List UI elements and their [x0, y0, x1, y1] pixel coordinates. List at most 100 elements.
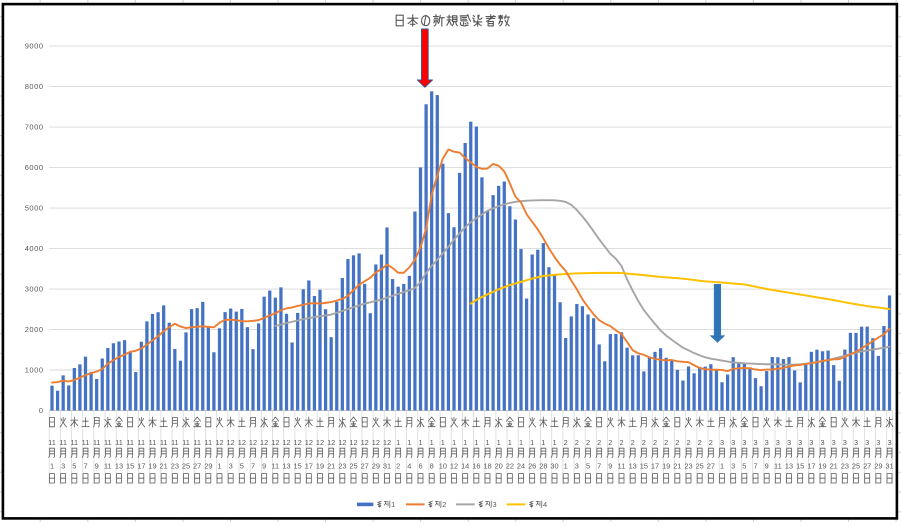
svg-text:27: 27	[707, 461, 715, 470]
svg-text:8: 8	[430, 461, 434, 470]
svg-text:5: 5	[742, 461, 746, 470]
svg-text:1: 1	[720, 461, 724, 470]
svg-text:9000: 9000	[25, 42, 44, 51]
svg-text:1: 1	[418, 438, 422, 447]
svg-text:13: 13	[115, 461, 123, 470]
svg-text:18: 18	[483, 461, 491, 470]
svg-text:3: 3	[865, 438, 869, 447]
svg-text:19: 19	[662, 461, 670, 470]
svg-text:30: 30	[550, 461, 558, 470]
svg-text:11: 11	[618, 461, 626, 470]
svg-text:4: 4	[407, 461, 411, 470]
svg-text:2: 2	[396, 461, 400, 470]
svg-text:17: 17	[807, 461, 815, 470]
svg-text:2: 2	[698, 438, 702, 447]
svg-text:27: 27	[193, 461, 201, 470]
svg-text:2: 2	[709, 438, 713, 447]
svg-text:11: 11	[104, 438, 112, 447]
svg-text:11: 11	[160, 438, 168, 447]
svg-text:19: 19	[316, 461, 324, 470]
svg-text:10: 10	[439, 461, 447, 470]
svg-text:1: 1	[530, 438, 534, 447]
svg-text:2: 2	[586, 438, 590, 447]
svg-text:24: 24	[517, 461, 525, 470]
svg-text:7: 7	[83, 461, 87, 470]
svg-text:1: 1	[508, 438, 512, 447]
svg-text:29: 29	[372, 461, 380, 470]
svg-text:21: 21	[327, 461, 335, 470]
svg-text:12: 12	[227, 438, 235, 447]
svg-text:19: 19	[818, 461, 826, 470]
svg-text:3: 3	[61, 461, 65, 470]
svg-text:12: 12	[249, 438, 257, 447]
svg-text:3: 3	[854, 438, 858, 447]
svg-text:4: 4	[543, 500, 547, 509]
svg-text:3: 3	[843, 438, 847, 447]
svg-text:12: 12	[450, 461, 458, 470]
svg-text:3: 3	[787, 438, 791, 447]
svg-text:5: 5	[72, 461, 76, 470]
svg-text:17: 17	[305, 461, 313, 470]
svg-text:13: 13	[282, 461, 290, 470]
svg-text:12: 12	[349, 438, 357, 447]
svg-text:11: 11	[70, 438, 78, 447]
svg-text:12: 12	[316, 438, 324, 447]
svg-text:1: 1	[396, 438, 400, 447]
svg-text:3: 3	[731, 461, 735, 470]
svg-text:2: 2	[564, 438, 568, 447]
svg-text:12: 12	[215, 438, 223, 447]
svg-text:9: 9	[765, 461, 769, 470]
svg-text:2000: 2000	[25, 325, 44, 334]
svg-text:9: 9	[262, 461, 266, 470]
svg-text:23: 23	[684, 461, 692, 470]
svg-text:3: 3	[820, 438, 824, 447]
svg-text:8000: 8000	[25, 82, 44, 91]
svg-text:3: 3	[742, 438, 746, 447]
svg-text:21: 21	[830, 461, 838, 470]
svg-text:3: 3	[809, 438, 813, 447]
svg-text:3: 3	[776, 438, 780, 447]
svg-text:15: 15	[294, 461, 302, 470]
svg-text:3: 3	[493, 500, 497, 509]
svg-text:21: 21	[673, 461, 681, 470]
svg-text:4000: 4000	[25, 244, 44, 253]
svg-text:26: 26	[528, 461, 536, 470]
svg-text:12: 12	[294, 438, 302, 447]
svg-text:25: 25	[852, 461, 860, 470]
svg-text:1: 1	[497, 438, 501, 447]
svg-text:5000: 5000	[25, 204, 44, 213]
svg-text:27: 27	[863, 461, 871, 470]
svg-text:14: 14	[461, 461, 469, 470]
svg-text:15: 15	[126, 461, 134, 470]
svg-text:12: 12	[338, 438, 346, 447]
svg-text:2: 2	[608, 438, 612, 447]
svg-text:11: 11	[104, 461, 112, 470]
svg-text:1000: 1000	[25, 366, 44, 375]
svg-text:25: 25	[182, 461, 190, 470]
svg-text:3: 3	[887, 438, 891, 447]
svg-text:1: 1	[452, 438, 456, 447]
svg-text:11: 11	[48, 438, 56, 447]
svg-text:1: 1	[474, 438, 478, 447]
svg-text:12: 12	[238, 438, 246, 447]
svg-text:12: 12	[372, 438, 380, 447]
svg-text:2: 2	[631, 438, 635, 447]
svg-text:21: 21	[160, 461, 168, 470]
svg-text:1: 1	[519, 438, 523, 447]
svg-text:29: 29	[204, 461, 212, 470]
svg-text:28: 28	[539, 461, 547, 470]
svg-text:2: 2	[597, 438, 601, 447]
svg-text:13: 13	[629, 461, 637, 470]
svg-text:2: 2	[619, 438, 623, 447]
svg-text:5: 5	[240, 461, 244, 470]
svg-text:11: 11	[82, 438, 90, 447]
svg-text:23: 23	[338, 461, 346, 470]
svg-text:12: 12	[282, 438, 290, 447]
svg-text:1: 1	[564, 461, 568, 470]
svg-text:11: 11	[126, 438, 134, 447]
svg-text:6: 6	[418, 461, 422, 470]
svg-text:16: 16	[472, 461, 480, 470]
svg-text:9: 9	[608, 461, 612, 470]
svg-text:5: 5	[586, 461, 590, 470]
svg-text:2: 2	[664, 438, 668, 447]
